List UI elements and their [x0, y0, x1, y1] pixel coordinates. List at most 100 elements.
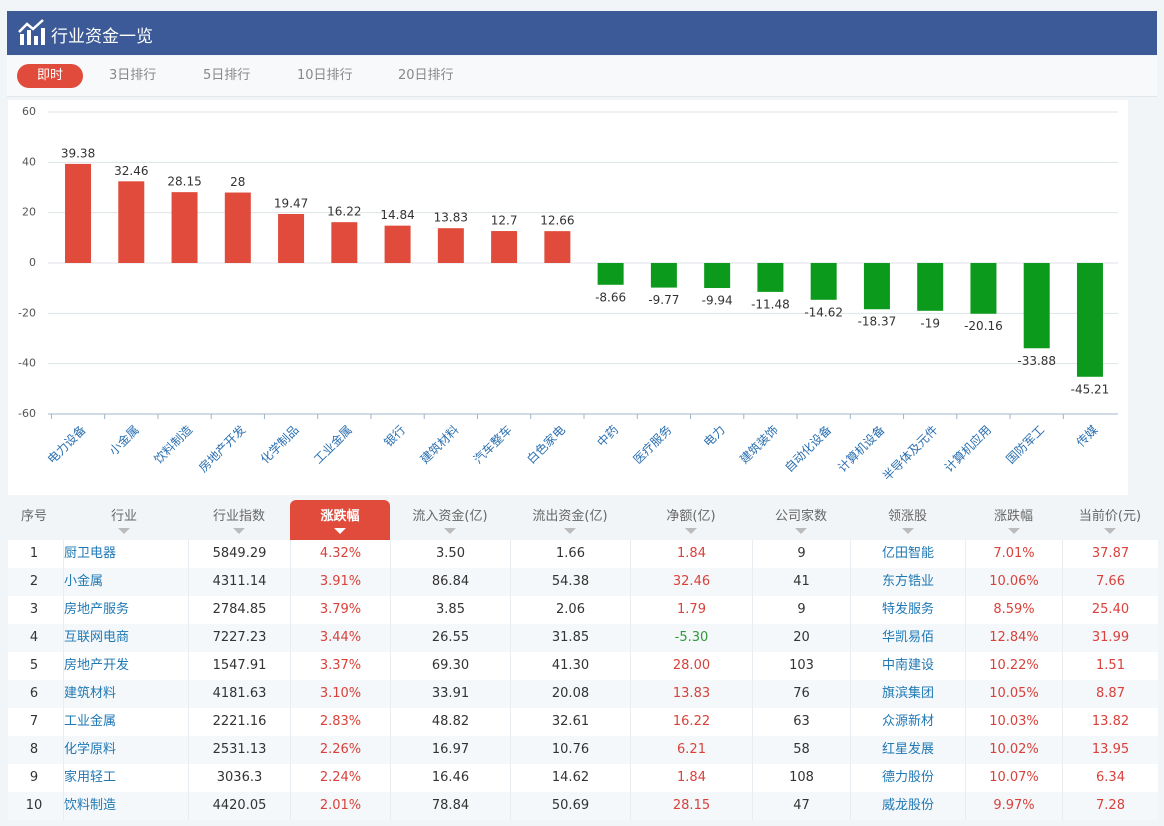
x-tick-label: 半导体及元件: [880, 423, 941, 484]
column-header[interactable]: 行业: [60, 500, 188, 540]
table-cell: 2.01%: [290, 792, 390, 820]
table-cell[interactable]: 德力股份: [850, 764, 965, 792]
row-bg: [8, 792, 1158, 820]
bar: [704, 263, 731, 289]
table-cell: 10.06%: [965, 568, 1062, 596]
table-cell: 3.50: [390, 540, 510, 568]
column-header[interactable]: 净额(亿): [630, 500, 752, 540]
value-label: 13.83: [434, 211, 468, 225]
table-cell[interactable]: 红星发展: [850, 736, 965, 764]
table-cell: 28.00: [630, 652, 752, 680]
table-cell[interactable]: 工业金属: [63, 708, 191, 736]
table-cell: 2.26%: [290, 736, 390, 764]
bar: [544, 231, 571, 263]
header-label: 净额(亿): [666, 509, 716, 524]
table-cell[interactable]: 中南建设: [850, 652, 965, 680]
column-header[interactable]: 行业指数: [188, 500, 290, 540]
bar: [224, 192, 251, 263]
table-cell[interactable]: 厨卫电器: [63, 540, 191, 568]
table-cell: 58: [752, 736, 850, 764]
table-cell: -5.30: [630, 624, 752, 652]
value-label: 28.15: [167, 175, 201, 189]
table-cell: 7: [29, 714, 39, 729]
table-cell[interactable]: 东方锆业: [850, 568, 965, 596]
table-cell[interactable]: 亿田智能: [850, 540, 965, 568]
bar: [650, 263, 677, 288]
column-header[interactable]: 序号: [8, 500, 60, 540]
table-cell: 41: [752, 568, 850, 596]
table-cell[interactable]: 建筑材料: [63, 680, 191, 708]
table-cell: 9: [752, 540, 850, 568]
table-cell[interactable]: 家用轻工: [63, 764, 191, 792]
table-cell: 31.85: [510, 624, 630, 652]
value-label: -20.16: [964, 319, 1003, 333]
column-header[interactable]: 领涨股: [850, 500, 965, 540]
table-cell: 10: [25, 798, 43, 813]
table-cell: 4: [29, 630, 39, 645]
table-cell[interactable]: 饮料制造: [63, 792, 191, 820]
table-cell[interactable]: 特发服务: [850, 596, 965, 624]
table-cell[interactable]: 化学原料: [63, 736, 191, 764]
table-cell: 48.82: [390, 708, 510, 736]
table-cell: 7227.23: [188, 624, 290, 652]
table-cell: 2.83%: [290, 708, 390, 736]
table-cell: 37.87: [1062, 540, 1158, 568]
table-cell: 10.76: [510, 736, 630, 764]
column-header[interactable]: 流出资金(亿): [510, 500, 630, 540]
table-cell[interactable]: 旗滨集团: [850, 680, 965, 708]
column-header[interactable]: 涨跌幅: [290, 500, 390, 540]
table-cell: 10.02%: [965, 736, 1062, 764]
table-cell: 7.01%: [965, 540, 1062, 568]
bar: [171, 192, 198, 263]
sort-arrow: [1007, 528, 1020, 534]
table-cell: 8: [29, 742, 39, 757]
header-label: 领涨股: [887, 509, 927, 524]
table-cell[interactable]: 威龙股份: [850, 792, 965, 820]
header-label: 序号: [20, 509, 47, 524]
bar: [810, 263, 837, 300]
value-label: 39.38: [61, 146, 95, 160]
value-label: 12.66: [540, 214, 574, 228]
header-label: 公司家数: [774, 509, 827, 524]
table-cell: 9.97%: [965, 792, 1062, 820]
table-cell: 3.44%: [290, 624, 390, 652]
table-cell[interactable]: 小金属: [63, 568, 191, 596]
tab[interactable]: 10日排行: [297, 68, 353, 83]
tab[interactable]: 3日排行: [109, 68, 157, 83]
table-cell: 20.08: [510, 680, 630, 708]
table-cell[interactable]: 华凯易佰: [850, 624, 965, 652]
tab[interactable]: 5日排行: [203, 68, 251, 83]
column-header[interactable]: 流入资金(亿): [390, 500, 510, 540]
table-cell[interactable]: 房地产服务: [63, 596, 191, 624]
table-cell: 9: [29, 770, 39, 785]
table-cell[interactable]: 互联网电商: [63, 624, 191, 652]
table-cell[interactable]: 众源新材: [850, 708, 965, 736]
value-label: -18.37: [858, 315, 897, 329]
table-cell: 10.22%: [965, 652, 1062, 680]
table-cell: 28.15: [630, 792, 752, 820]
tab[interactable]: 即时: [17, 64, 84, 88]
table-cell: 26.55: [390, 624, 510, 652]
column-header[interactable]: 公司家数: [752, 500, 850, 540]
row-bg: [8, 652, 1158, 680]
column-header[interactable]: 涨跌幅: [965, 500, 1062, 540]
table-cell: 10.03%: [965, 708, 1062, 736]
row-bg: [8, 568, 1158, 596]
x-tick-label: 化学制品: [257, 422, 302, 467]
bar: [118, 181, 145, 263]
tab[interactable]: 20日排行: [398, 68, 454, 83]
table-cell[interactable]: 房地产开发: [63, 652, 191, 680]
table-cell: 47: [752, 792, 850, 820]
value-label: 32.46: [114, 164, 148, 178]
chart: -60 -40 -20 0 20 40 60 电力设备 39.38 小金属 32.46 饮料制造 28.…: [8, 100, 1128, 495]
y-tick-label: 60: [22, 105, 36, 118]
table-cell: 103: [752, 652, 850, 680]
row-bg: [8, 596, 1158, 624]
value-label: 16.22: [327, 205, 361, 219]
y-tick-label: 40: [22, 155, 36, 168]
column-header[interactable]: 当前价(元): [1062, 500, 1158, 540]
table-cell: 54.38: [510, 568, 630, 596]
table-cell: 10.07%: [965, 764, 1062, 792]
icon: [18, 19, 45, 45]
